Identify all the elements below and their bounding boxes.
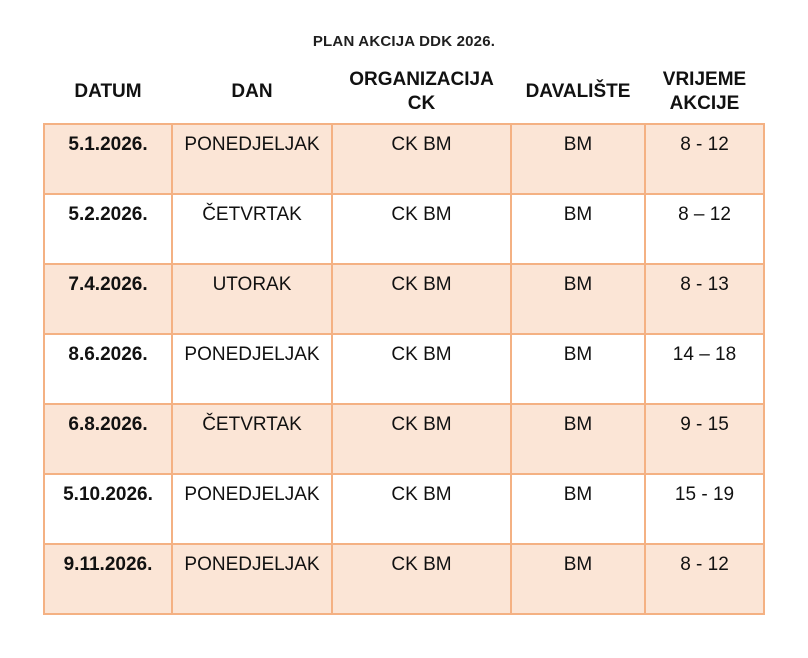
cell-vrijeme-akcije: 8 - 12: [644, 123, 765, 195]
cell-vrijeme-akcije: 8 - 13: [644, 263, 765, 335]
table-row: 8.6.2026. PONEDJELJAK CK BM BM 14 – 18: [43, 333, 765, 405]
cell-davaliste: BM: [510, 123, 646, 195]
cell-organizacija-ck: CK BM: [331, 193, 512, 265]
table-body: 5.1.2026. PONEDJELJAK CK BM BM 8 - 12 5.…: [43, 123, 765, 615]
table-row: 5.10.2026. PONEDJELJAK CK BM BM 15 - 19: [43, 473, 765, 545]
column-header-dan: DAN: [172, 64, 332, 124]
cell-dan: ČETVRTAK: [171, 193, 333, 265]
table-row: 5.2.2026. ČETVRTAK CK BM BM 8 – 12: [43, 193, 765, 265]
cell-organizacija-ck: CK BM: [331, 333, 512, 405]
cell-dan: PONEDJELJAK: [171, 543, 333, 615]
table-row: 5.1.2026. PONEDJELJAK CK BM BM 8 - 12: [43, 123, 765, 195]
cell-davaliste: BM: [510, 193, 646, 265]
cell-datum: 7.4.2026.: [43, 263, 173, 335]
page-title: PLAN AKCIJA DDK 2026.: [312, 33, 496, 50]
table-row: 6.8.2026. ČETVRTAK CK BM BM 9 - 15: [43, 403, 765, 475]
cell-organizacija-ck: CK BM: [331, 403, 512, 475]
cell-dan: PONEDJELJAK: [171, 123, 333, 195]
cell-dan: ČETVRTAK: [171, 403, 333, 475]
cell-vrijeme-akcije: 9 - 15: [644, 403, 765, 475]
cell-datum: 5.2.2026.: [43, 193, 173, 265]
cell-dan: PONEDJELJAK: [171, 473, 333, 545]
cell-davaliste: BM: [510, 543, 646, 615]
cell-dan: PONEDJELJAK: [171, 333, 333, 405]
cell-vrijeme-akcije: 8 - 12: [644, 543, 765, 615]
column-header-vrijeme-akcije: VRIJEME AKCIJE: [645, 64, 764, 124]
cell-vrijeme-akcije: 8 – 12: [644, 193, 765, 265]
cell-organizacija-ck: CK BM: [331, 263, 512, 335]
cell-davaliste: BM: [510, 473, 646, 545]
column-header-davaliste: DAVALIŠTE: [511, 64, 645, 124]
plan-akcija-table: DATUM DAN ORGANIZACIJA CK DAVALIŠTE VRIJ…: [43, 64, 765, 615]
cell-organizacija-ck: CK BM: [331, 473, 512, 545]
cell-vrijeme-akcije: 15 - 19: [644, 473, 765, 545]
table-row: 7.4.2026. UTORAK CK BM BM 8 - 13: [43, 263, 765, 335]
cell-datum: 9.11.2026.: [43, 543, 173, 615]
cell-datum: 8.6.2026.: [43, 333, 173, 405]
cell-davaliste: BM: [510, 333, 646, 405]
cell-datum: 5.10.2026.: [43, 473, 173, 545]
column-header-datum: DATUM: [44, 64, 172, 124]
table-header: DATUM DAN ORGANIZACIJA CK DAVALIŠTE VRIJ…: [44, 64, 764, 124]
table-row: 9.11.2026. PONEDJELJAK CK BM BM 8 - 12: [43, 543, 765, 615]
cell-dan: UTORAK: [171, 263, 333, 335]
cell-davaliste: BM: [510, 403, 646, 475]
cell-davaliste: BM: [510, 263, 646, 335]
cell-datum: 6.8.2026.: [43, 403, 173, 475]
column-header-organizacija-ck: ORGANIZACIJA CK: [332, 64, 511, 124]
cell-organizacija-ck: CK BM: [331, 123, 512, 195]
cell-datum: 5.1.2026.: [43, 123, 173, 195]
cell-organizacija-ck: CK BM: [331, 543, 512, 615]
cell-vrijeme-akcije: 14 – 18: [644, 333, 765, 405]
header-row: DATUM DAN ORGANIZACIJA CK DAVALIŠTE VRIJ…: [44, 64, 764, 124]
